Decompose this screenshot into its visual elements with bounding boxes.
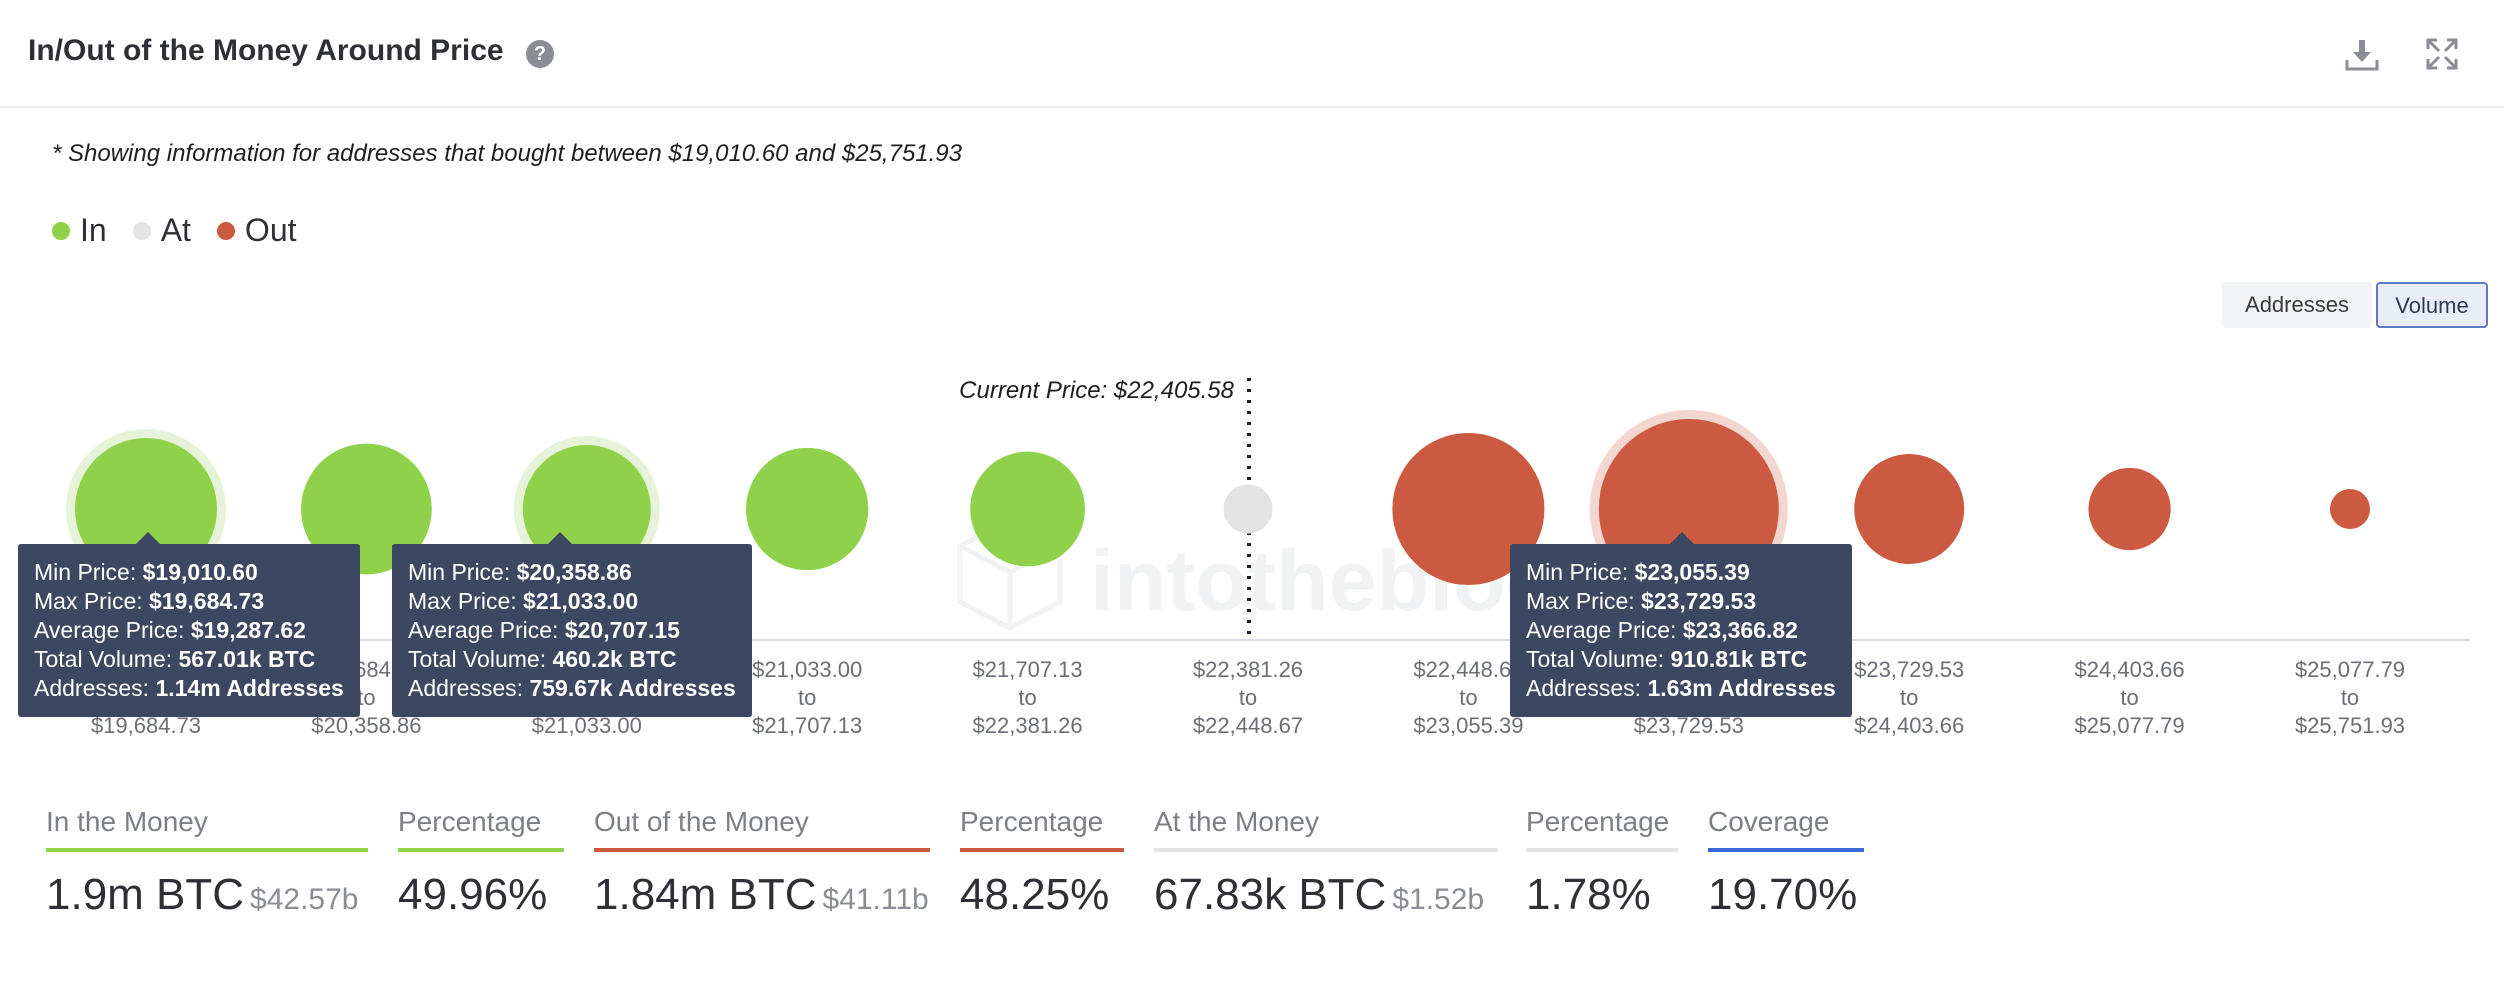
x-tick-label-8-line-3: $23,729.53 [1634,713,1744,738]
x-tick-label-1-line-3: $19,684.73 [91,713,201,738]
legend-label-in: In [80,212,107,248]
stat-label: Percentage [960,806,1124,852]
legend-label-out: Out [244,212,297,248]
download-icon[interactable] [2344,36,2380,72]
tooltip-row-avg: Average Price: $23,366.82 [1526,617,1798,643]
x-tick-label-2-line-2: to [357,685,375,710]
x-tick-label-4-line-2: to [798,685,816,710]
bubble-4-in[interactable] [746,447,869,571]
x-tick-label-4-line-3: $21,707.13 [752,713,862,738]
legend-dot-at [132,221,151,240]
stat-usd-value: $1.52b [1392,883,1485,916]
stat-value: 1.84m BTC $41.11b [594,870,929,919]
expand-icon[interactable] [2424,36,2460,72]
stat-label: Percentage [398,806,564,852]
stat-value: 1.78% [1526,870,1651,919]
stat-value: 19.70% [1708,870,1858,919]
tooltip-row-min: Min Price: $23,055.39 [1526,559,1750,585]
stat-value: 1.9m BTC $42.57b [46,870,359,919]
x-tick-label-4-line-1: $21,033.00 [752,657,862,682]
tooltip-row-addresses: Addresses: 1.63m Addresses [1526,675,1836,701]
x-tick-label-11-line-2: to [2341,685,2359,710]
x-tick-label-6-line-2: to [1239,685,1257,710]
help-icon[interactable]: ? [526,40,554,68]
tooltip-row-max: Max Price: $23,729.53 [1526,588,1757,614]
bubble-11-out[interactable] [2329,488,2371,530]
tooltip-row-avg: Average Price: $20,707.15 [408,617,680,643]
stat-coverage: Coverage 19.70% [1708,806,1864,920]
stat-value: 67.83k BTC $1.52b [1154,870,1485,919]
bubble-2-in[interactable] [301,443,432,575]
tooltip-row-max: Max Price: $19,684.73 [34,588,265,614]
x-tick-label-3-line-3: $21,033.00 [532,713,642,738]
x-tick-label-5-line-1: $21,707.13 [973,657,1083,682]
widget-header: In/Out of the Money Around Price ? [0,0,2504,108]
x-tick-label-9-line-2: to [1900,685,1918,710]
x-tick-label-11-line-3: $25,751.93 [2295,713,2405,738]
bubble-9-out[interactable] [1854,454,1965,564]
tooltip-bucket-8: Min Price: $23,055.39 Max Price: $23,729… [1510,532,1852,717]
stat-usd-value: $42.57b [250,883,359,916]
toggle-addresses-button[interactable]: Addresses [2222,282,2372,328]
tooltip-row-volume: Total Volume: 567.01k BTC [34,646,316,672]
widget-title: In/Out of the Money Around Price [28,34,504,67]
stat-at-the-money: At the Money 67.83k BTC $1.52b [1154,806,1498,920]
stat-label: At the Money [1154,806,1498,852]
tooltip-row-addresses: Addresses: 759.67k Addresses [408,675,736,701]
stat-label: Out of the Money [594,806,930,852]
tooltip-row-min: Min Price: $20,358.86 [408,559,632,585]
bubble-5-in[interactable] [970,451,1085,567]
tooltip-row-volume: Total Volume: 460.2k BTC [408,646,677,672]
stat-at-percentage: Percentage 1.78% [1526,806,1678,920]
bubble-10-out[interactable] [2088,467,2171,551]
x-tick-label-10-line-2: to [2120,685,2138,710]
stat-in-the-money: In the Money 1.9m BTC $42.57b [46,806,368,920]
stat-value: 49.96% [398,870,548,919]
range-note: * Showing information for addresses that… [52,140,962,167]
x-tick-label-2-line-3: $20,358.86 [311,713,421,738]
stat-usd-value: $41.11b [822,883,929,916]
stat-out-of-the-money: Out of the Money 1.84m BTC $41.11b [594,806,930,920]
x-tick-label-6-line-3: $22,448.67 [1193,713,1303,738]
tooltip-bucket-3: Min Price: $20,358.86 Max Price: $21,033… [392,532,752,717]
x-tick-label-10-line-1: $24,403.66 [2075,657,2185,682]
x-tick-label-7-line-1: $22,448.67 [1413,657,1523,682]
x-tick-label-7-line-2: to [1459,685,1477,710]
x-tick-label-6-line-1: $22,381.26 [1193,657,1303,682]
tooltip-row-addresses: Addresses: 1.14m Addresses [34,675,344,701]
stat-label: Coverage [1708,806,1864,852]
tooltip-bucket-1: Min Price: $19,010.60 Max Price: $19,684… [18,532,360,717]
stat-label: In the Money [46,806,368,852]
stat-value: 48.25% [960,870,1110,919]
legend: In At Out [52,212,297,249]
x-tick-label-7-line-3: $23,055.39 [1413,713,1523,738]
x-tick-label-10-line-3: $25,077.79 [2075,713,2185,738]
tooltip-row-volume: Total Volume: 910.81k BTC [1526,646,1808,672]
money-bubble-chart: intotheblock Current Price: $22,405.58 $… [40,377,2470,738]
x-tick-label-9-line-3: $24,403.66 [1854,713,1964,738]
x-tick-label-5-line-2: to [1018,685,1036,710]
tooltip-row-avg: Average Price: $19,287.62 [34,617,306,643]
x-tick-label-9-line-1: $23,729.53 [1854,657,1964,682]
toggle-volume-button[interactable]: Volume [2376,282,2488,328]
tooltip-row-min: Min Price: $19,010.60 [34,559,258,585]
tooltip-row-max: Max Price: $21,033.00 [408,588,639,614]
stat-label: Percentage [1526,806,1678,852]
x-tick-label-11-line-1: $25,077.79 [2295,657,2405,682]
legend-dot-out [216,221,235,240]
legend-dot-in [52,221,70,240]
legend-item-in[interactable]: In [52,212,107,249]
current-price-label: Current Price: $22,405.58 [959,377,1234,404]
x-tick-label-5-line-3: $22,381.26 [973,713,1083,738]
bubble-6-at[interactable] [1223,484,1273,534]
legend-item-out[interactable]: Out [216,212,297,249]
bubble-7-out[interactable] [1392,432,1545,586]
stat-in-percentage: Percentage 49.96% [398,806,564,920]
legend-item-at[interactable]: At [132,212,191,249]
legend-label-at: At [160,212,191,248]
stat-out-percentage: Percentage 48.25% [960,806,1124,920]
